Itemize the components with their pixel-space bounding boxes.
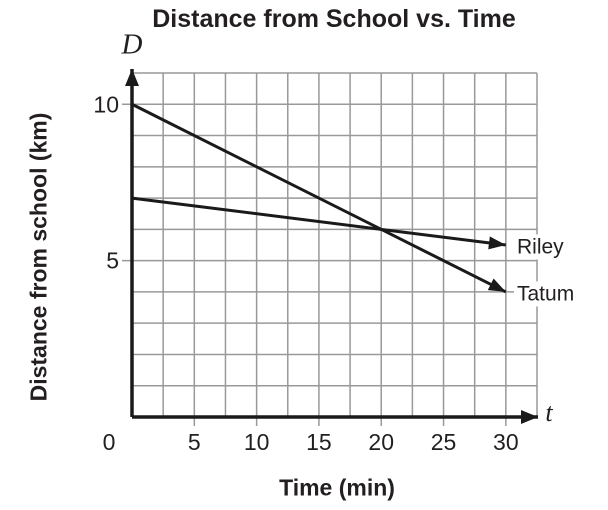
y-tick-label: 5 xyxy=(106,248,119,274)
tick-labels: 0 5 10 15 20 25 30 5 10 xyxy=(93,91,518,455)
series-lines xyxy=(131,102,507,294)
chart-title: Distance from School vs. Time xyxy=(152,5,516,33)
x-tick-label: 30 xyxy=(493,429,519,455)
series-line-riley xyxy=(131,196,507,250)
x-tick-label: 20 xyxy=(368,429,394,455)
x-tick-label: 0 xyxy=(103,429,116,455)
y-tick-label: 10 xyxy=(93,91,119,117)
x-tick-label: 10 xyxy=(244,429,270,455)
x-axis-title: Time (min) xyxy=(279,474,395,501)
series-label-tatum: Tatum xyxy=(514,281,578,307)
x-tick-label: 25 xyxy=(431,429,457,455)
series-label-riley: Riley xyxy=(514,234,567,260)
x-axis-symbol: t xyxy=(545,398,553,427)
axes xyxy=(125,69,538,424)
x-tick-label: 15 xyxy=(306,429,332,455)
x-tick-label: 5 xyxy=(188,429,201,455)
grid-lines xyxy=(132,72,538,417)
tick-marks xyxy=(122,103,507,426)
series-line-tatum xyxy=(131,102,507,294)
y-axis-symbol: D xyxy=(121,28,143,61)
